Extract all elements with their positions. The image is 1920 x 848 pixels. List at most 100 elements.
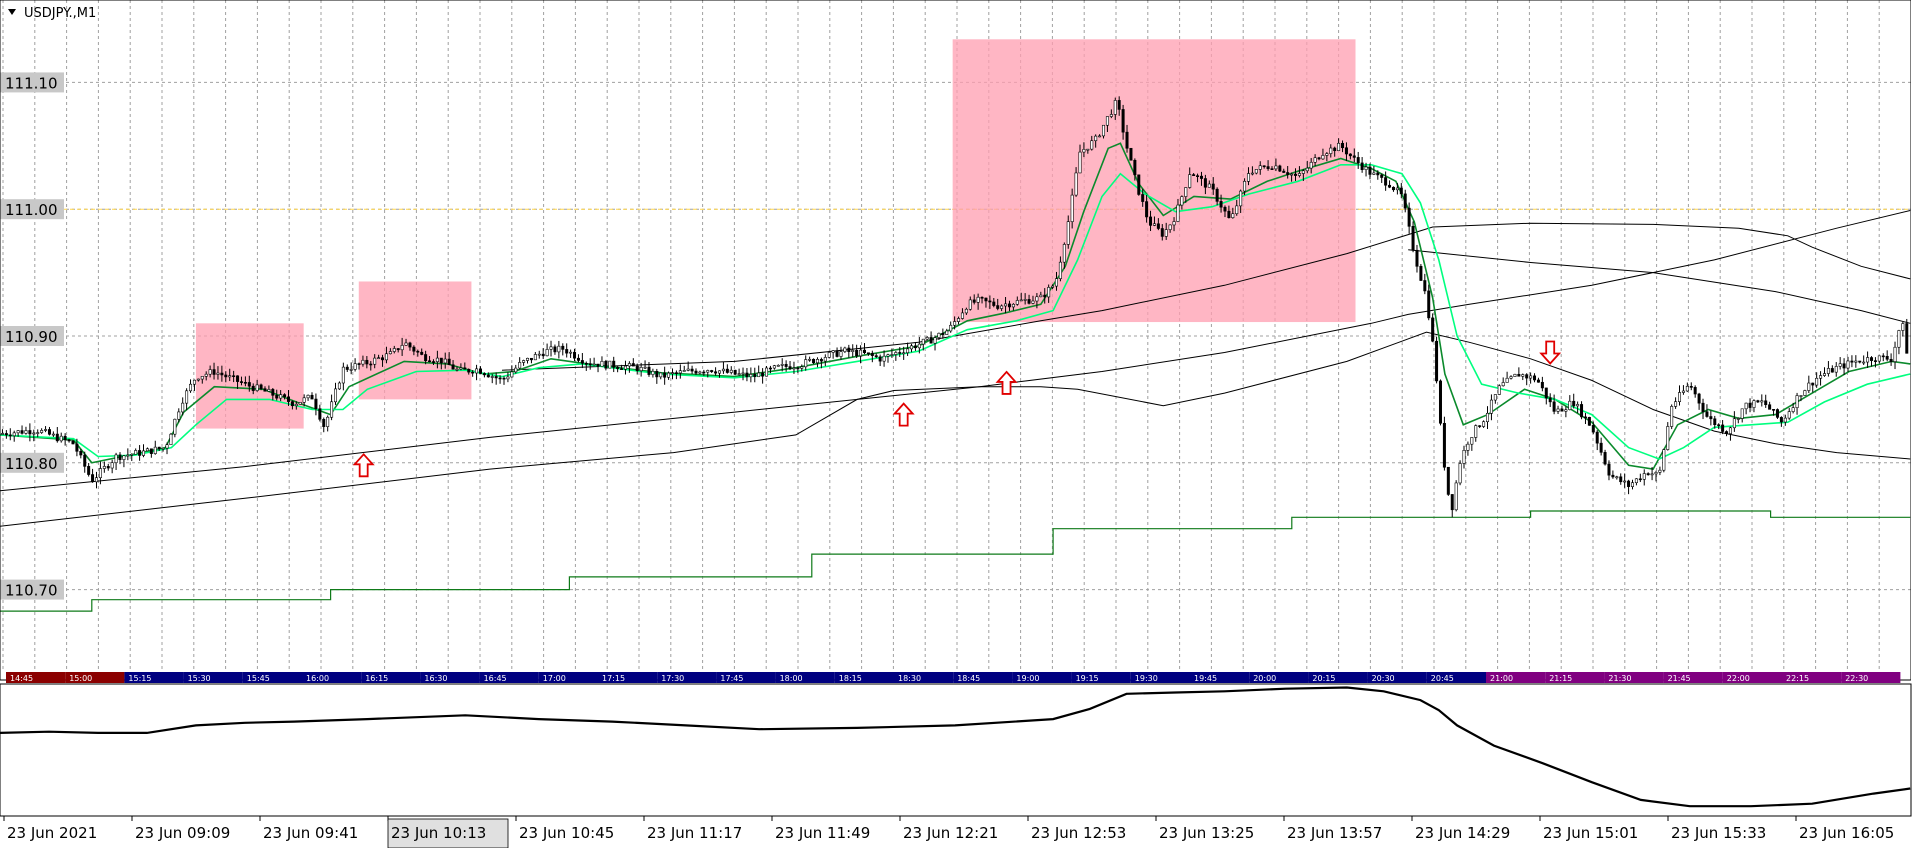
session-label: 16:15 (365, 674, 388, 683)
candle-body (494, 376, 498, 379)
candle-body (1243, 181, 1247, 192)
candle-body (1517, 373, 1521, 377)
price-candles (0, 96, 1909, 518)
candle-body (960, 312, 964, 319)
candle-body (659, 372, 663, 378)
candle-body (431, 361, 435, 363)
candle-body (745, 372, 749, 378)
candle-body (1227, 210, 1231, 219)
candle-body (126, 454, 130, 457)
session-segment (479, 672, 539, 683)
candle-body (698, 371, 702, 374)
candle-body (1795, 395, 1799, 408)
candle-body (1670, 406, 1674, 427)
candle-body (1525, 374, 1529, 379)
candle-body (549, 346, 553, 350)
candle-body (1760, 400, 1764, 403)
candle-body (1325, 153, 1329, 156)
candle-body (721, 368, 725, 372)
candle-body (110, 462, 114, 469)
candle-body (1811, 382, 1815, 386)
candle-body (1591, 425, 1595, 433)
candle-body (1278, 165, 1282, 172)
candle-body (1509, 376, 1513, 379)
candle-body (1258, 165, 1262, 170)
candle-body (1391, 186, 1395, 191)
candle-body (106, 466, 110, 469)
candle-body (36, 432, 40, 434)
candle-body (365, 359, 369, 365)
candle-body (189, 383, 193, 392)
candle-body (655, 370, 659, 378)
candle-body (631, 363, 635, 367)
session-label: 14:45 (10, 674, 33, 683)
candle-body (349, 369, 353, 371)
candle-body (878, 356, 882, 362)
session-segment (953, 672, 1013, 683)
candle-body (1540, 381, 1544, 389)
candle-body (134, 450, 138, 455)
session-label: 17:30 (661, 674, 684, 683)
candle-body (870, 352, 874, 356)
candle-body (185, 390, 189, 404)
session-segment (538, 672, 598, 683)
x-tick-label: 23 Jun 13:25 (1159, 824, 1254, 842)
candle-body (706, 370, 710, 373)
candle-body (533, 354, 537, 361)
candle-body (733, 369, 737, 375)
candle-body (1156, 223, 1160, 229)
candle-body (490, 376, 494, 378)
candle-body (765, 367, 769, 377)
candle-body (416, 350, 420, 353)
candle-body (310, 394, 314, 400)
candle-body (902, 352, 906, 355)
candle-body (251, 385, 255, 391)
dropdown-triangle-icon[interactable] (8, 9, 16, 15)
candle-body (1297, 173, 1301, 176)
candle-body (545, 349, 549, 357)
candle-body (192, 379, 196, 385)
session-segment (1012, 672, 1072, 683)
candle-body (1560, 408, 1564, 412)
candle-body (573, 351, 577, 359)
candle-body (177, 411, 181, 420)
candle-body (1783, 417, 1787, 423)
candle-body (1607, 463, 1611, 476)
candle-body (1748, 402, 1752, 408)
candle-body (341, 366, 345, 384)
session-segment (1604, 672, 1664, 683)
candle-body (1125, 131, 1129, 149)
candle-body (1172, 221, 1176, 226)
session-segment (6, 672, 66, 683)
session-label: 22:00 (1727, 674, 1750, 683)
candle-body (1388, 184, 1392, 188)
candle-body (1889, 358, 1893, 362)
candle-body (1039, 294, 1043, 298)
candle-body (819, 359, 823, 362)
candle-body (1725, 431, 1729, 434)
candle-body (1274, 165, 1278, 170)
candle-body (1834, 366, 1838, 373)
candle-body (1066, 221, 1070, 245)
session-label: 22:15 (1786, 674, 1809, 683)
candle-body (243, 382, 247, 384)
session-label: 16:30 (424, 674, 447, 683)
candle-body (569, 351, 573, 354)
candle-body (1740, 408, 1744, 419)
candle-body (1634, 478, 1638, 484)
candle-body (784, 364, 788, 367)
candle-body (1000, 305, 1004, 309)
candle-body (737, 373, 741, 375)
candle-body (694, 370, 698, 374)
candle-body (247, 382, 251, 387)
candle-body (1619, 476, 1623, 483)
session-segment (302, 672, 362, 683)
session-label: 17:15 (602, 674, 625, 683)
candle-body (1474, 425, 1478, 438)
candle-body (651, 370, 655, 375)
moving-average-line (0, 210, 1911, 492)
candle-body (1152, 223, 1156, 226)
candle-body (392, 348, 396, 352)
session-label: 20:15 (1312, 674, 1335, 683)
